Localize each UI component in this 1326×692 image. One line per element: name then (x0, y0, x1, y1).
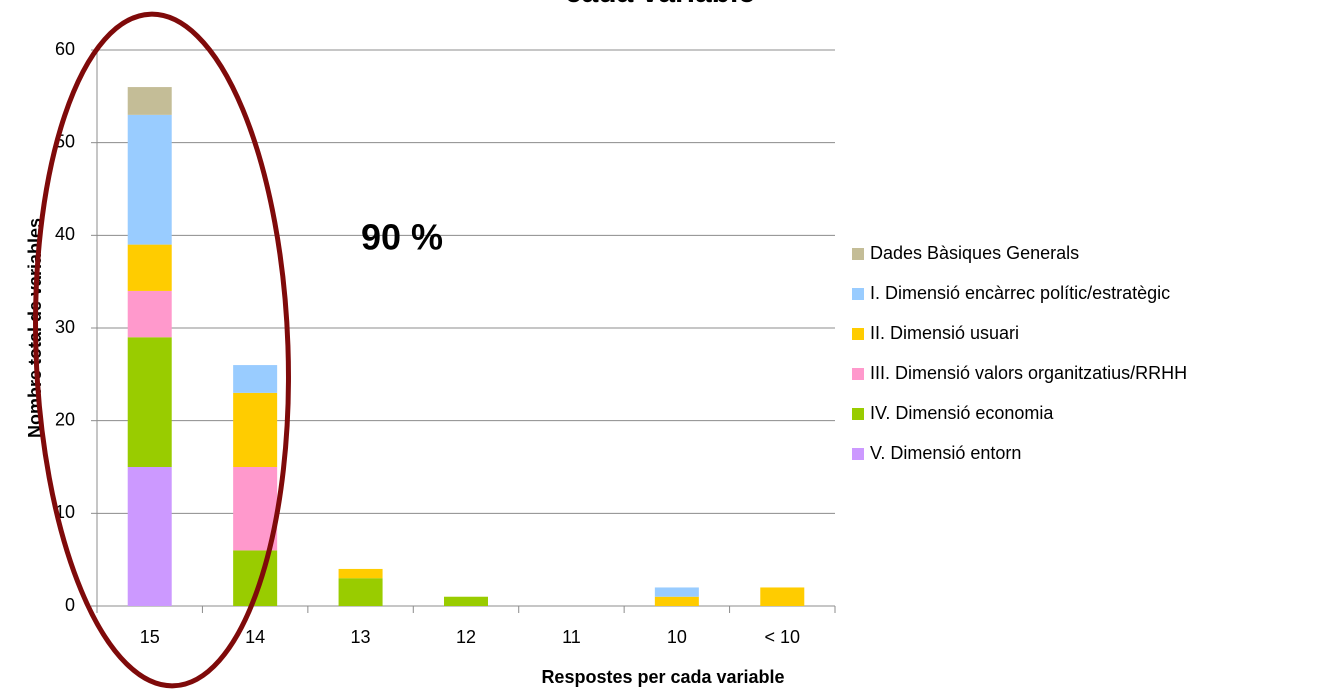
bar-segment (127, 467, 172, 606)
bar-segment (233, 392, 278, 467)
x-tick-label: 10 (667, 627, 687, 647)
annotation: 90 % (361, 217, 443, 258)
x-tick-label: 12 (456, 627, 476, 647)
legend-label: Dades Bàsiques Generals (870, 243, 1079, 263)
x-axis-label: Respostes per cada variable (541, 667, 784, 687)
legend-label: II. Dimensió usuari (870, 323, 1019, 343)
x-tick-label: 15 (140, 627, 160, 647)
y-tick-label: 40 (55, 224, 75, 244)
legend-label: V. Dimensió entorn (870, 443, 1021, 463)
legend-swatch (852, 328, 864, 340)
legend-swatch (852, 288, 864, 300)
chart-title: cada variable (565, 0, 755, 9)
bar-segment (338, 578, 383, 606)
y-tick-label: 0 (65, 595, 75, 615)
bar-segment (127, 337, 172, 467)
bar-segment (760, 587, 805, 606)
x-tick-label: 13 (351, 627, 371, 647)
bar-segment (338, 568, 383, 579)
bar-segment (654, 587, 699, 597)
bar-segment (127, 114, 172, 245)
y-tick-label: 30 (55, 317, 75, 337)
bar-segment (444, 596, 488, 606)
legend-swatch (852, 368, 864, 380)
bar-segment (233, 365, 278, 393)
legend-swatch (852, 448, 864, 460)
bar-segment (127, 290, 172, 338)
legend-swatch (852, 248, 864, 260)
x-tick-label: < 10 (765, 627, 801, 647)
highlight-ellipse (33, 11, 291, 689)
y-tick-label: 20 (55, 409, 75, 429)
legend-label: IV. Dimensió economia (870, 403, 1054, 423)
bar-segment (654, 596, 699, 606)
x-tick-label: 11 (562, 627, 581, 647)
bar-segment (127, 87, 172, 115)
bar-segment (233, 467, 278, 551)
legend-label: I. Dimensió encàrrec polític/estratègic (870, 283, 1170, 303)
y-tick-label: 60 (55, 39, 75, 59)
legend-swatch (852, 408, 864, 420)
bar-segment (127, 244, 172, 291)
x-tick-label: 14 (245, 627, 265, 647)
legend-label: III. Dimensió valors organitzatius/RRHH (870, 363, 1187, 383)
